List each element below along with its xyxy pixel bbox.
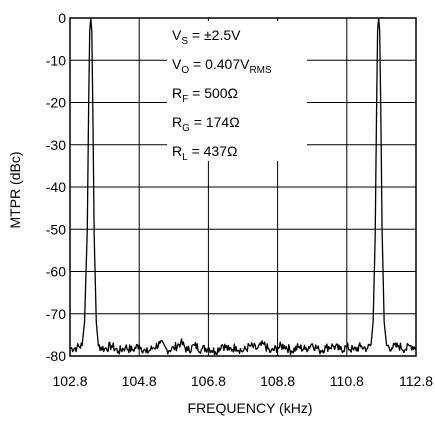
y-tick-label: -60 (46, 264, 66, 280)
x-tick-label: 108.8 (260, 373, 295, 389)
y-tick-label: -20 (46, 95, 66, 111)
x-tick-label: 110.8 (330, 373, 364, 389)
y-tick-label: -70 (46, 306, 66, 322)
y-axis-label: MTPR (dBc) (7, 152, 23, 229)
annotation-line: VO = 0.407VRMS (172, 56, 272, 76)
annotation-box-background (167, 21, 307, 161)
y-tick-labels: 0 -10 -20 -30 -40 -50 -60 -70 -80 (46, 10, 66, 364)
annotation-line: RG = 174Ω (172, 114, 240, 134)
x-tick-labels: 102.8 104.8 106.8 108.8 110.8 112.8 (52, 373, 433, 389)
x-tick-label: 112.8 (399, 373, 433, 389)
y-tick-label: -10 (46, 52, 66, 68)
x-tick-label: 106.8 (191, 373, 226, 389)
x-tick-label: 104.8 (122, 373, 157, 389)
y-tick-label: -80 (46, 348, 66, 364)
annotation-line: RF = 500Ω (172, 85, 238, 105)
annotation-line: VS = ±2.5V (172, 27, 241, 47)
spectrum-trace (69, 17, 417, 356)
annotation-block: VS = ±2.5V VO = 0.407VRMS RF = 500Ω RG = 17… (172, 27, 272, 163)
y-tick-label: -30 (46, 137, 66, 153)
plot-frame (69, 17, 417, 357)
x-axis-label: FREQUENCY (kHz) (188, 400, 313, 416)
y-tick-label: -50 (46, 221, 66, 237)
x-tick-label: 102.8 (52, 373, 87, 389)
annotation-line: RL = 437Ω (172, 143, 237, 163)
y-tick-label: -40 (46, 179, 66, 195)
y-tick-label: 0 (58, 10, 66, 26)
